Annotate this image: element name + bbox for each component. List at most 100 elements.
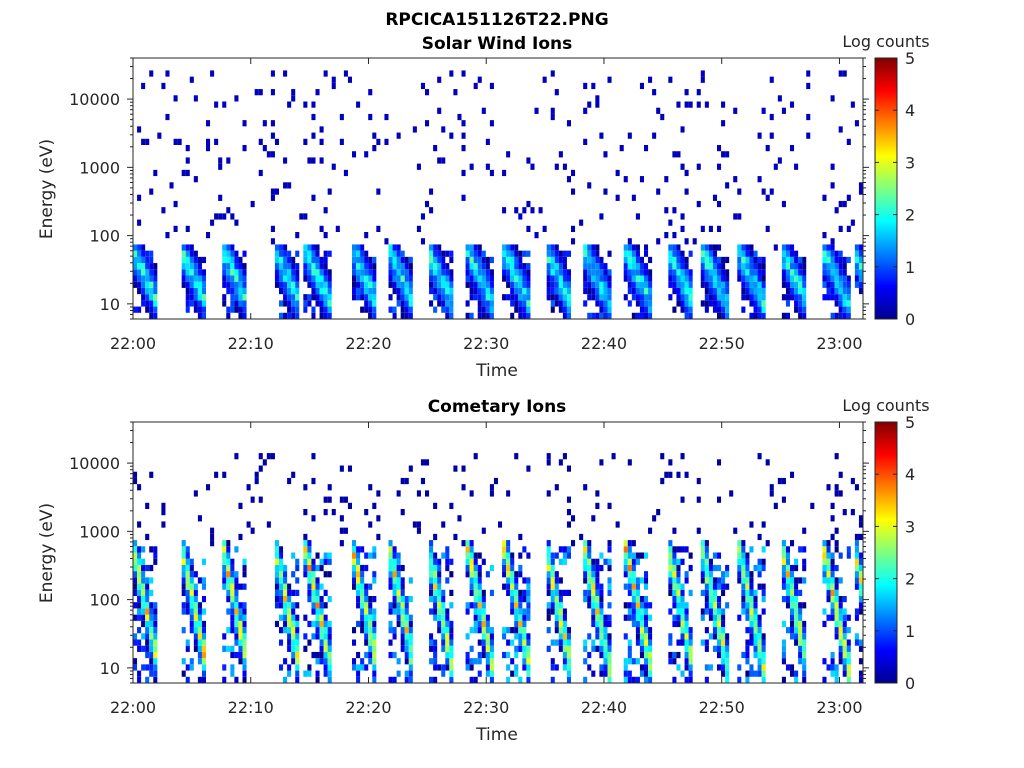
- heatmap-cell: [469, 589, 474, 596]
- heatmap-cell: [416, 225, 421, 232]
- heatmap-cell: [858, 658, 863, 665]
- heatmap-cell: [323, 639, 328, 646]
- heatmap-cell: [802, 602, 807, 609]
- heatmap-cell: [307, 571, 312, 578]
- heatmap-cell: [201, 664, 206, 671]
- heatmap-cell: [781, 651, 786, 659]
- heatmap-cell: [842, 651, 847, 659]
- heatmap-cell: [700, 571, 705, 578]
- heatmap-cell: [834, 484, 839, 491]
- heatmap-cell: [834, 670, 839, 677]
- heatmap-cell: [842, 200, 847, 208]
- heatmap-cell: [700, 639, 705, 646]
- heatmap-cell: [149, 263, 154, 270]
- heatmap-cell: [420, 459, 425, 466]
- heatmap-cell: [514, 583, 519, 590]
- heatmap-cell: [230, 250, 235, 257]
- heatmap-cell: [283, 269, 288, 276]
- heatmap-cell: [356, 620, 361, 628]
- heatmap-cell: [733, 527, 738, 534]
- heatmap-cell: [445, 608, 450, 615]
- heatmap-cell: [712, 552, 717, 559]
- heatmap-cell: [473, 571, 478, 578]
- heatmap-cell: [591, 558, 596, 565]
- heatmap-cell: [307, 244, 312, 251]
- heatmap-cell: [631, 552, 636, 559]
- heatmap-cell: [429, 676, 434, 683]
- heatmap-cell: [161, 502, 166, 509]
- heatmap-cell: [242, 627, 247, 634]
- heatmap-cell: [781, 294, 786, 301]
- heatmap-cell: [287, 263, 292, 270]
- heatmap-cell: [737, 540, 742, 547]
- heatmap-cell: [149, 287, 154, 295]
- heatmap-cell: [392, 312, 397, 319]
- heatmap-cell: [133, 571, 138, 578]
- heatmap-cell: [546, 244, 551, 251]
- heatmap-cell: [684, 256, 689, 264]
- heatmap-cell: [368, 281, 373, 288]
- heatmap-cell: [137, 602, 142, 609]
- heatmap-cell: [392, 571, 397, 578]
- heatmap-cell: [854, 533, 859, 541]
- heatmap-cell: [388, 571, 393, 578]
- heatmap-cell: [644, 602, 649, 609]
- heatmap-cell: [741, 552, 746, 559]
- heatmap-cell: [287, 306, 292, 313]
- heatmap-cell: [477, 639, 482, 646]
- heatmap-cell: [295, 676, 300, 683]
- heatmap-cell: [781, 269, 786, 276]
- heatmap-cell: [226, 275, 231, 282]
- heatmap-cell: [721, 670, 726, 677]
- heatmap-cell: [554, 620, 559, 628]
- heatmap-cell: [826, 294, 831, 301]
- heatmap-cell: [518, 552, 523, 559]
- heatmap-cell: [441, 306, 446, 313]
- heatmap-cell: [826, 558, 831, 565]
- heatmap-cell: [149, 658, 154, 665]
- heatmap-cell: [798, 639, 803, 646]
- heatmap-cell: [388, 577, 393, 584]
- heatmap-cell: [676, 275, 681, 282]
- heatmap-cell: [822, 194, 827, 201]
- heatmap-cell: [441, 608, 446, 615]
- heatmap-cell: [822, 263, 827, 270]
- heatmap-cell: [433, 552, 438, 559]
- heatmap-cell: [279, 583, 284, 590]
- heatmap-cell: [745, 275, 750, 282]
- heatmap-cell: [477, 577, 482, 584]
- heatmap-cell: [708, 589, 713, 596]
- heatmap-cell: [672, 527, 677, 534]
- heatmap-cell: [522, 645, 527, 652]
- heatmap-cell: [181, 627, 186, 634]
- heatmap-cell: [587, 263, 592, 270]
- heatmap-cell: [283, 250, 288, 257]
- heatmap-cell: [404, 614, 409, 621]
- heatmap-cell: [283, 182, 288, 189]
- heatmap-cell: [242, 120, 247, 127]
- heatmap-cell: [648, 300, 653, 307]
- heatmap-cell: [583, 589, 588, 596]
- heatmap-cell: [400, 564, 405, 572]
- heatmap-cell: [785, 294, 790, 301]
- heatmap-cell: [635, 294, 640, 301]
- heatmap-cell: [826, 664, 831, 671]
- heatmap-cell: [234, 577, 239, 584]
- heatmap-cell: [603, 275, 608, 282]
- heatmap-cell: [400, 589, 405, 596]
- heatmap-cell: [761, 263, 766, 270]
- heatmap-cell: [522, 614, 527, 621]
- heatmap-cell: [627, 244, 632, 251]
- heatmap-cell: [137, 676, 142, 683]
- heatmap-cell: [279, 300, 284, 307]
- heatmap-cell: [226, 540, 231, 547]
- heatmap-cell: [319, 225, 324, 232]
- heatmap-cell: [181, 608, 186, 615]
- heatmap-cell: [226, 287, 231, 295]
- heatmap-cell: [680, 281, 685, 288]
- heatmap-cell: [757, 633, 762, 640]
- heatmap-cell: [599, 213, 604, 220]
- heatmap-cell: [781, 676, 786, 683]
- heatmap-cell: [327, 645, 332, 652]
